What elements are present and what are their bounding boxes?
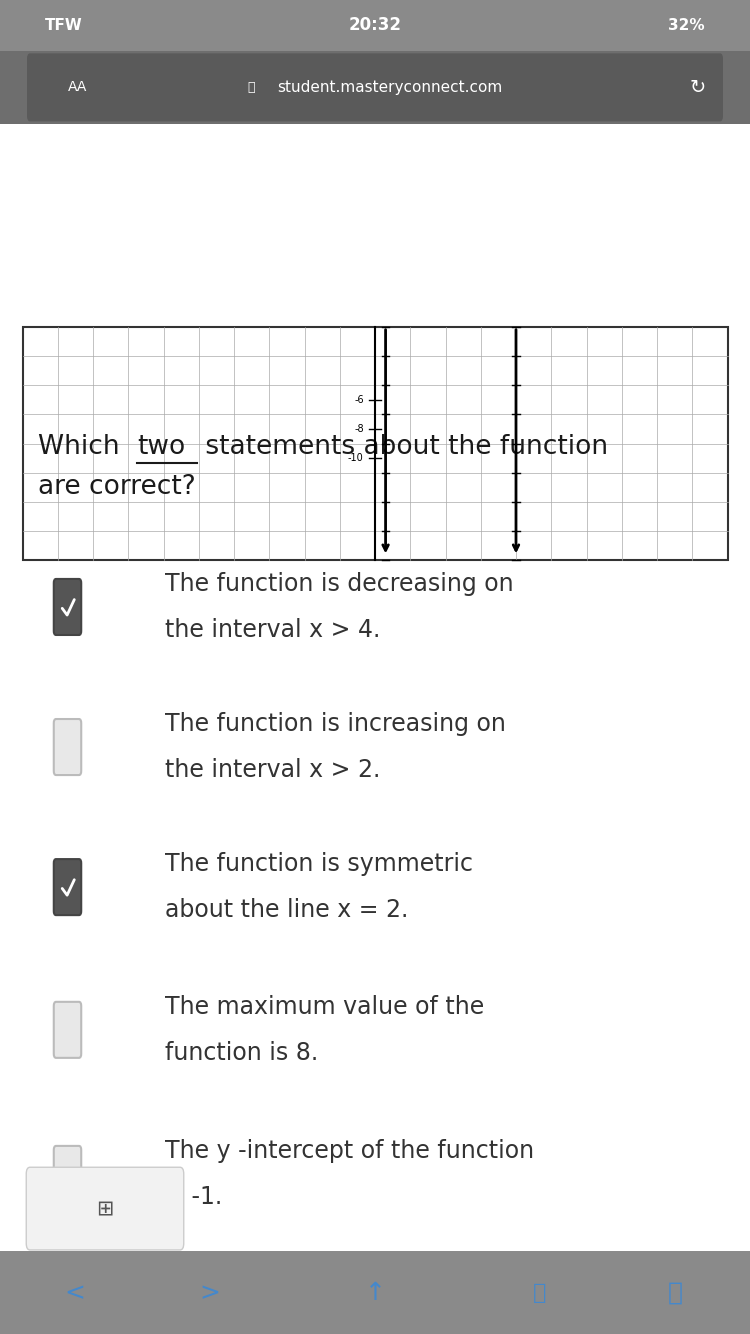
Text: two: two [137, 434, 185, 460]
Text: -6: -6 [354, 395, 364, 404]
Text: The maximum value of the: The maximum value of the [165, 995, 485, 1019]
Text: Which: Which [38, 434, 128, 460]
Text: 32%: 32% [668, 17, 705, 33]
FancyBboxPatch shape [26, 1167, 184, 1250]
Text: 🔒: 🔒 [248, 81, 255, 93]
Text: the interval x > 2.: the interval x > 2. [165, 758, 380, 782]
Text: ⧉: ⧉ [668, 1281, 682, 1305]
Text: is -1.: is -1. [165, 1185, 222, 1209]
Text: ↑: ↑ [364, 1281, 386, 1305]
Text: The function is decreasing on: The function is decreasing on [165, 572, 514, 596]
Text: about the line x = 2.: about the line x = 2. [165, 898, 408, 922]
FancyBboxPatch shape [54, 719, 81, 775]
Text: 📖: 📖 [533, 1283, 547, 1302]
Bar [0, 0, 750, 51]
Bar [22, 327, 728, 560]
Text: the interval x > 4.: the interval x > 4. [165, 618, 380, 642]
Text: The function is increasing on: The function is increasing on [165, 712, 506, 736]
Text: <: < [64, 1281, 86, 1305]
Text: -8: -8 [354, 424, 364, 434]
Text: The y -intercept of the function: The y -intercept of the function [165, 1139, 534, 1163]
Text: >: > [200, 1281, 220, 1305]
FancyBboxPatch shape [54, 1146, 81, 1202]
Text: function is 8.: function is 8. [165, 1041, 318, 1065]
Text: The function is symmetric: The function is symmetric [165, 852, 473, 876]
Text: are correct?: are correct? [38, 474, 195, 500]
Text: ⊞: ⊞ [96, 1199, 114, 1218]
FancyBboxPatch shape [54, 859, 81, 915]
Bar [0, 51, 750, 124]
Text: ↻: ↻ [689, 77, 706, 97]
Text: AA: AA [68, 80, 87, 95]
Text: statements about the function: statements about the function [197, 434, 608, 460]
FancyBboxPatch shape [27, 53, 723, 121]
Text: 20:32: 20:32 [349, 16, 401, 35]
FancyBboxPatch shape [54, 1002, 81, 1058]
Text: -10: -10 [348, 454, 364, 463]
FancyBboxPatch shape [54, 579, 81, 635]
Bar [0, 1251, 750, 1334]
Text: student.masteryconnect.com: student.masteryconnect.com [278, 80, 502, 95]
Text: TFW: TFW [45, 17, 82, 33]
